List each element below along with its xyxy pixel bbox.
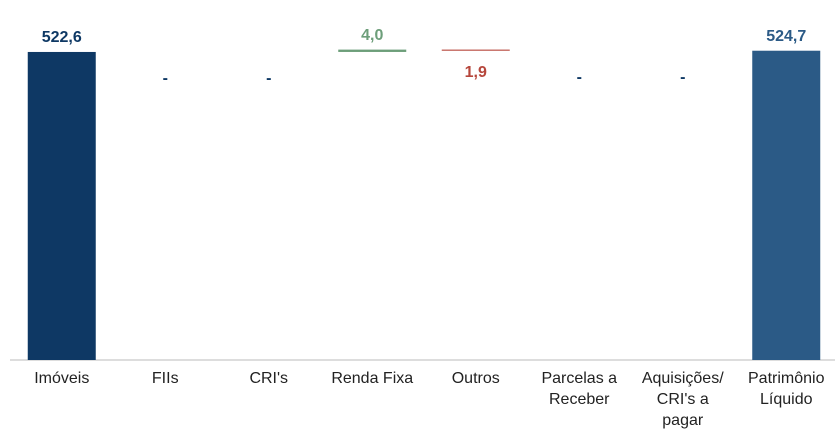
value-label: 522,6	[42, 29, 82, 46]
value-label: -	[266, 70, 271, 87]
value-label: 524,7	[766, 28, 806, 45]
x-tick-label: FIIs	[151, 370, 179, 387]
x-tick-label: Parcelas a Receber	[541, 370, 618, 408]
x-tick-label: Patrimônio Líquido	[748, 370, 825, 408]
value-label: -	[163, 70, 168, 87]
bar	[27, 51, 96, 360]
bar	[752, 50, 821, 360]
value-label: 1,9	[465, 64, 487, 81]
bar	[441, 49, 510, 51]
x-tick-label: Outros	[451, 370, 500, 387]
bar	[338, 49, 407, 52]
x-tick-label: Aquisições/ CRI's a pagar	[641, 370, 724, 429]
x-tick-label: Imóveis	[34, 370, 90, 387]
value-label: -	[680, 69, 685, 86]
value-label: 4,0	[361, 27, 383, 44]
x-tick-label: CRI's	[249, 370, 289, 387]
value-label: -	[577, 69, 582, 86]
x-tick-label: Renda Fixa	[331, 370, 414, 387]
